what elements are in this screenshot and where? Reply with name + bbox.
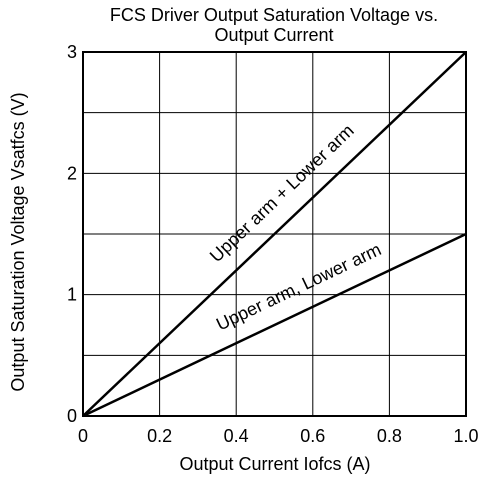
chart-title-line2: Output Current bbox=[214, 25, 333, 45]
x-tick-label: 0 bbox=[78, 426, 88, 446]
y-tick-label: 0 bbox=[67, 406, 77, 426]
x-tick-label: 0.2 bbox=[147, 426, 172, 446]
series-annotation-0: Upper arm + Lower arm bbox=[206, 120, 358, 266]
series-line-1 bbox=[82, 232, 467, 418]
y-tick-labels: 0 1 2 3 bbox=[67, 42, 77, 426]
x-tick-label: 0.8 bbox=[377, 426, 402, 446]
x-tick-label: 0.6 bbox=[300, 426, 325, 446]
series-line-0 bbox=[82, 51, 467, 417]
x-tick-label: 0.4 bbox=[224, 426, 249, 446]
series-annotation-1: Upper arm, Lower arm bbox=[213, 239, 384, 334]
x-tick-labels: 0 0.2 0.4 0.6 0.8 1.0 bbox=[78, 426, 479, 446]
y-tick-label: 1 bbox=[67, 285, 77, 305]
chart-title-line1: FCS Driver Output Saturation Voltage vs. bbox=[110, 5, 438, 25]
series-layer bbox=[82, 51, 467, 418]
y-axis-label: Output Saturation Voltage Vsatfcs (V) bbox=[8, 92, 28, 391]
y-tick-label: 3 bbox=[67, 42, 77, 62]
x-tick-label: 1.0 bbox=[453, 426, 478, 446]
plot-frame bbox=[82, 51, 467, 417]
x-axis-label: Output Current Iofcs (A) bbox=[179, 454, 370, 474]
y-tick-label: 2 bbox=[67, 163, 77, 183]
